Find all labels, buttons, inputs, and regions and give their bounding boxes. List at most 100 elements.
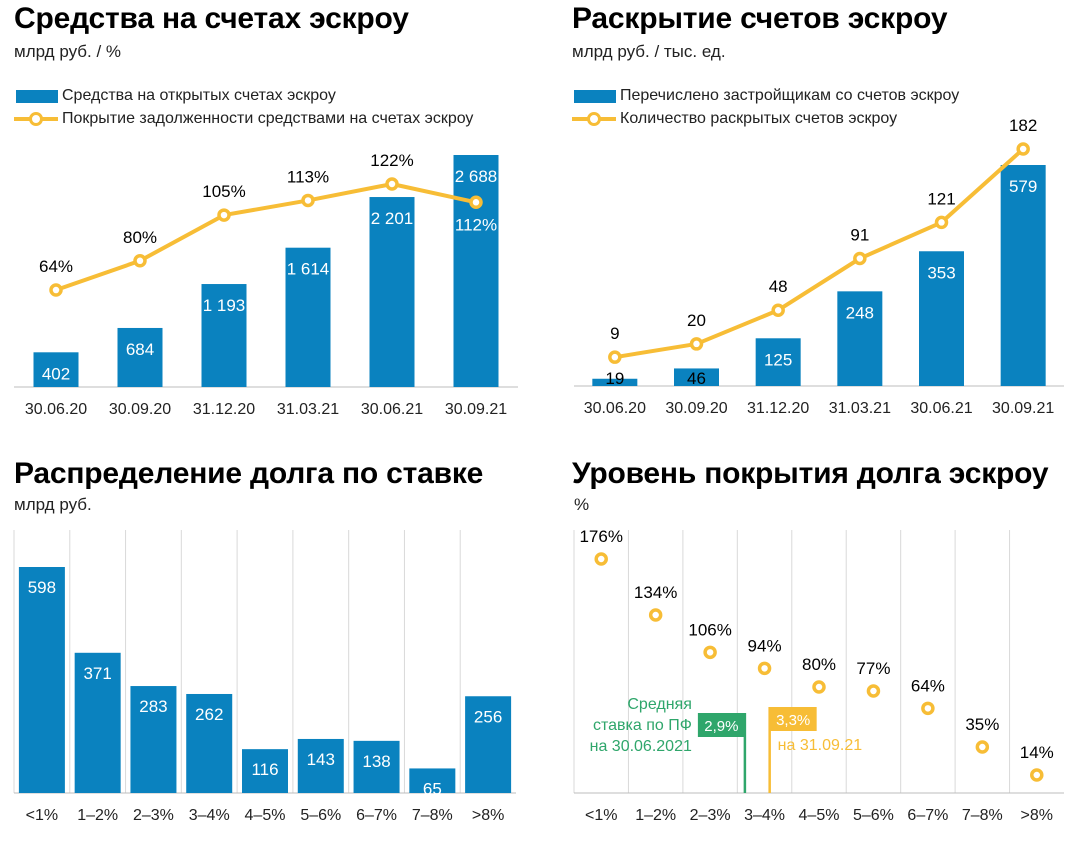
scatter-point [866, 684, 881, 698]
escrow-funds-title: Средства на счетах эскроу [14, 2, 409, 35]
bar [242, 749, 288, 793]
scatter-point [921, 701, 935, 716]
line-value-label: 91 [850, 226, 869, 245]
panel-escrow-disclosure: Раскрытие счетов эскроу млрд руб. / тыс.… [558, 0, 1073, 420]
bar [369, 197, 415, 387]
bar-value-label: 2 688 [455, 167, 498, 186]
x-tick-label: 4–5% [245, 807, 286, 824]
bar-value-label: 2 201 [371, 209, 414, 228]
line-value-label: 64% [39, 257, 73, 276]
bar [18, 567, 65, 793]
legend-bar-escrow-funds: Средства на открытых счетах эскроу [16, 87, 336, 105]
legend-line-accounts: Количество раскрытых счетов эскроу [572, 110, 897, 128]
debt-distribution-subtitle: млрд руб. [14, 495, 92, 514]
legend-line-swatch [14, 111, 58, 127]
x-tick-label: 30.09.21 [445, 401, 507, 418]
x-tick-label: 2–3% [133, 807, 174, 824]
bar-value-label: 248 [846, 303, 874, 322]
legend-line-label: Количество раскрытых счетов эскроу [620, 110, 898, 127]
scatter-point [1030, 768, 1044, 782]
x-tick-label: 31.03.21 [829, 400, 891, 417]
line-point [771, 303, 785, 317]
line-point [853, 251, 867, 266]
legend-bar-label: Средства на открытых счетах эскроу [62, 87, 336, 104]
x-tick-label: 31.12.20 [747, 400, 809, 417]
x-tick-label: 1–2% [635, 807, 676, 824]
bar-value-label: 116 [251, 760, 278, 779]
bar [465, 696, 512, 793]
point-value-label: 77% [856, 659, 890, 678]
line-point [133, 254, 147, 268]
x-tick-label: >8% [1021, 807, 1053, 824]
bar [755, 338, 801, 386]
x-tick-label: 31.03.21 [277, 401, 339, 418]
bar-value-label: 46 [687, 369, 706, 388]
line-value-label: 105% [202, 182, 245, 201]
bar-value-label: 371 [83, 664, 111, 683]
x-tick-label: 5–6% [853, 807, 894, 824]
point-value-label: 134% [634, 583, 677, 602]
x-tick-label: 30.09.20 [109, 401, 171, 418]
debt-coverage-chart: <1% 176% 1–2% 134% 2–3% 106% 3–4% 94% 4–5% 80% 5–6… [573, 527, 1064, 824]
bar [297, 738, 344, 793]
x-tick-label: <1% [26, 807, 58, 824]
scatter-point [648, 608, 663, 622]
bar [453, 155, 499, 387]
x-tick-label: 1–2% [77, 807, 118, 824]
line-point [934, 215, 949, 230]
x-tick-label: 3–4% [189, 807, 230, 824]
line-value-label: 122% [370, 151, 413, 170]
bar-value-label: 65 [423, 779, 442, 798]
x-tick-label: 3–4% [744, 807, 785, 824]
bar [74, 652, 121, 793]
scatter-point [975, 740, 990, 754]
bar [117, 327, 163, 387]
line-value-label: 48 [769, 277, 788, 296]
bar-value-label: 353 [927, 263, 955, 282]
scatter-point [757, 661, 772, 676]
legend-line-label: Покрытие задолженности средствами на сче… [62, 110, 474, 127]
x-tick-label: 5–6% [300, 807, 341, 824]
reference-badge-label: 3,3% [776, 712, 810, 729]
bar [33, 352, 79, 387]
line-value-label: 182 [1009, 116, 1037, 135]
x-tick-label: 30.06.21 [361, 401, 423, 418]
reference-badge [697, 713, 745, 737]
bar [130, 686, 177, 793]
line-point [469, 195, 483, 210]
reference-note: на 31.09.21 [778, 737, 863, 754]
line-point [1016, 142, 1030, 156]
panel-debt-distribution: Распределение долга по ставке млрд руб. … [0, 445, 536, 841]
bar-value-label: 125 [764, 350, 792, 369]
reference-note: Средняя [627, 696, 692, 713]
line-point [217, 208, 231, 222]
bar-value-label: 579 [1009, 177, 1037, 196]
reference-badge-label: 2,9% [704, 718, 738, 735]
bar-value-label: 143 [307, 750, 335, 769]
scatter-point [812, 680, 826, 694]
panel-debt-coverage: Уровень покрытия долга эскроу % <1% 176% 1… [558, 445, 1073, 841]
scatter-point [594, 552, 608, 566]
point-value-label: 64% [911, 676, 945, 695]
bar-value-label: 402 [42, 364, 70, 383]
escrow-disclosure-chart: 19 30.06.20 46 30.09.20 125 31.12.20 248 31.03.… [574, 116, 1064, 417]
bar [837, 291, 883, 386]
debt-distribution-chart: 598 <1% 371 1–2% 283 2–3% 262 3–4% 116 4–5% 143 5–6… [13, 530, 516, 824]
x-tick-label: 31.12.20 [193, 401, 255, 418]
debt-coverage-title: Уровень покрытия долга эскроу [572, 457, 1049, 490]
x-tick-label: 7–8% [412, 807, 453, 824]
legend-bar-swatch [16, 89, 58, 103]
bar [592, 378, 638, 386]
point-value-label: 176% [579, 527, 622, 546]
point-value-label: 14% [1020, 743, 1054, 762]
bar [285, 247, 331, 387]
line-point [301, 193, 315, 208]
escrow-funds-subtitle: млрд руб. / % [14, 42, 122, 61]
legend-bar-swatch [574, 89, 616, 103]
x-tick-label: 30.06.20 [584, 400, 646, 417]
bar-value-label: 138 [362, 752, 390, 771]
x-tick-label: 30.09.21 [992, 400, 1054, 417]
escrow-disclosure-subtitle: млрд руб. / тыс. ед. [572, 42, 726, 61]
reference-note: на 30.06.2021 [590, 738, 692, 755]
point-value-label: 94% [748, 636, 782, 655]
